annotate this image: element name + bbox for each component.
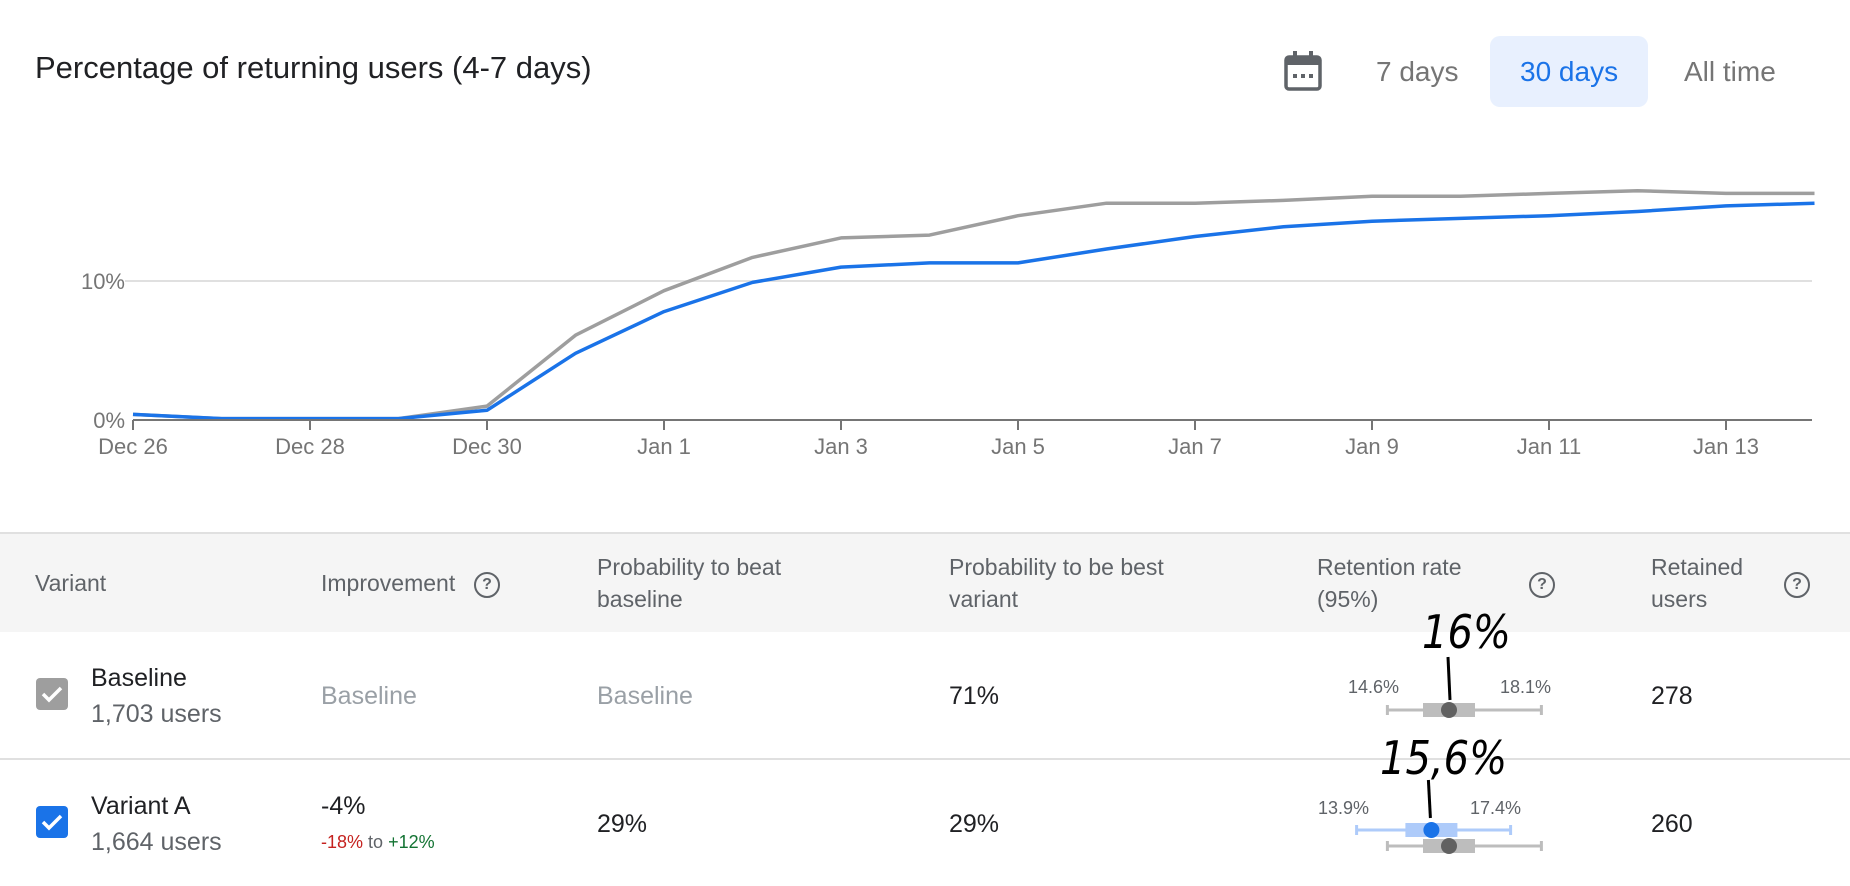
improvement-help-icon[interactable]: ? xyxy=(474,572,500,598)
y-tick-label: 0% xyxy=(93,408,125,433)
variant-users: 1,703 users xyxy=(91,700,222,728)
series-line-1 xyxy=(132,201,1815,421)
calendar-icon[interactable] xyxy=(1283,50,1323,92)
ci-low-label: 14.6% xyxy=(1348,677,1400,697)
improvement-range: -18% to +12% xyxy=(321,832,435,852)
col-improvement-header: Improvement xyxy=(321,570,456,596)
range-all-time-button[interactable]: All time xyxy=(1684,56,1776,87)
returning-users-chart: 0% 10% Dec 26 Dec 28 Dec 30 Jan 1 Jan 3 Jan 5 Ja… xyxy=(81,188,1815,459)
y-tick-label: 10% xyxy=(81,269,125,294)
variant-name: Baseline xyxy=(91,664,187,692)
retained-value: 260 xyxy=(1651,810,1693,838)
x-tick-label: Dec 30 xyxy=(452,434,522,459)
ci-high-label: 17.4% xyxy=(1470,798,1522,818)
improvement-value: Baseline xyxy=(321,682,417,710)
improvement-value: -4% xyxy=(321,792,366,820)
retained-value: 278 xyxy=(1651,682,1693,710)
prob-beat-value: Baseline xyxy=(597,682,693,710)
table-row-variant-a: Variant A 1,664 users -4% -18% to +12% 2… xyxy=(0,733,1850,886)
variant-name: Variant A xyxy=(91,792,191,820)
x-tick-label: Jan 7 xyxy=(1168,434,1222,459)
page-title: Percentage of returning users (4-7 days) xyxy=(35,50,592,85)
col-retained-header: Retained users xyxy=(1651,554,1744,612)
table-header: Variant Improvement ? Probability to bea… xyxy=(0,532,1850,634)
series-line-0 xyxy=(132,188,1815,421)
check-icon xyxy=(41,686,63,703)
prob-beat-value: 29% xyxy=(597,810,648,838)
col-retention-header: Retention rate (95%) xyxy=(1317,554,1462,612)
x-tick-label: Jan 3 xyxy=(814,434,868,459)
handwritten-annotation: 16% xyxy=(1422,606,1511,660)
check-icon xyxy=(41,814,63,831)
x-tick-label: Jan 13 xyxy=(1693,434,1759,459)
variant-users: 1,664 users xyxy=(91,828,222,856)
ci-low-label: 13.9% xyxy=(1318,798,1370,818)
prob-best-value: 29% xyxy=(949,810,1000,838)
retention-help-icon[interactable]: ? xyxy=(1529,572,1555,598)
ci-high-label: 18.1% xyxy=(1500,677,1552,697)
col-prob-beat-header: Probability to beat baseline xyxy=(597,554,782,612)
retained-help-icon[interactable]: ? xyxy=(1784,572,1810,598)
range-7-days-button[interactable]: 7 days xyxy=(1376,56,1459,87)
table-row-baseline: Baseline 1,703 users Baseline Baseline 7… xyxy=(0,607,1850,760)
col-variant-header: Variant xyxy=(35,570,107,596)
col-prob-best-header: Probability to be best variant xyxy=(949,554,1164,612)
x-tick-label: Jan 1 xyxy=(637,434,691,459)
x-tick-label: Jan 11 xyxy=(1517,434,1581,459)
variant-a-checkbox[interactable] xyxy=(36,806,68,838)
handwritten-annotation: 15,6% xyxy=(1380,732,1508,786)
range-30-days-button[interactable]: 30 days xyxy=(1490,36,1649,107)
prob-best-value: 71% xyxy=(949,682,1000,710)
x-tick-label: Dec 28 xyxy=(275,434,345,459)
x-tick-label: Jan 9 xyxy=(1345,434,1399,459)
x-tick-label: Dec 26 xyxy=(98,434,168,459)
x-tick-label: Jan 5 xyxy=(991,434,1045,459)
baseline-checkbox[interactable] xyxy=(36,678,68,710)
